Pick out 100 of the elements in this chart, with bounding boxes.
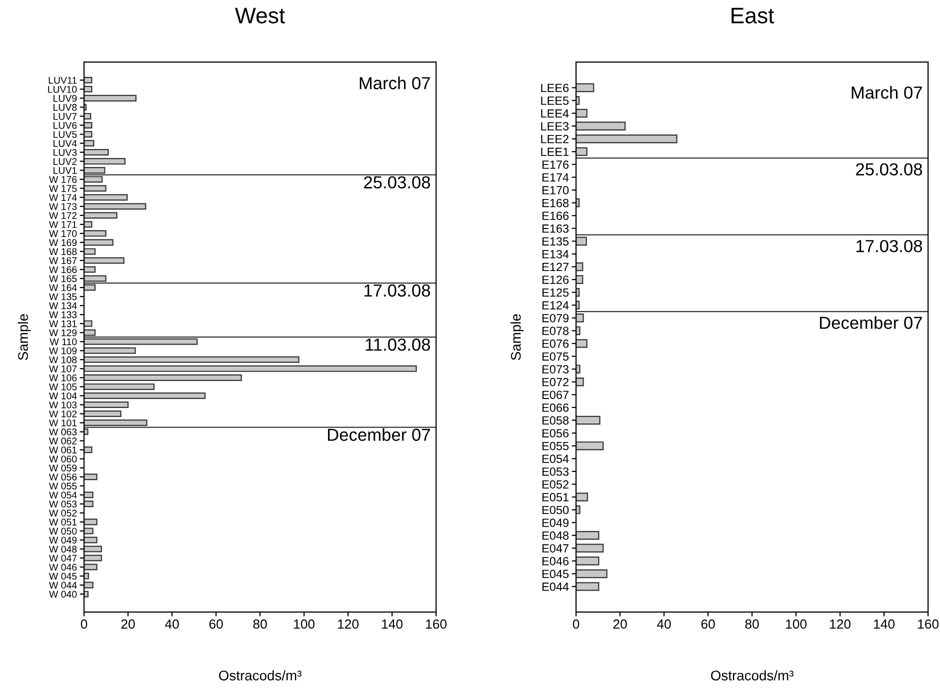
- y-tick-label: E047: [542, 544, 568, 553]
- y-tick-label: LEE4: [541, 109, 569, 118]
- y-tick-label: W 110: [50, 338, 77, 346]
- y-tick-label: E046: [542, 556, 569, 566]
- x-axis-title: Ostracods/m³: [219, 670, 302, 680]
- bar: [576, 326, 580, 336]
- y-tick-label: W 052: [49, 510, 77, 517]
- annotation: March 07: [852, 86, 922, 99]
- y-tick-label: W 044: [49, 582, 77, 589]
- bar: [84, 212, 118, 219]
- bar: [576, 275, 584, 284]
- y-tick-label: E124: [542, 301, 569, 310]
- bar: [84, 474, 98, 480]
- annotation: December 07: [820, 316, 922, 329]
- bar: [84, 392, 206, 399]
- y-tick-label: W 061: [49, 446, 77, 454]
- bar: [576, 416, 600, 425]
- bar: [84, 590, 89, 598]
- y-tick-label: W 109: [49, 347, 77, 354]
- chart-title: West: [235, 8, 285, 24]
- y-tick-label: W 053: [49, 500, 77, 508]
- y-tick-label: E072: [542, 378, 568, 386]
- bar: [84, 86, 92, 92]
- x-tick-label: 160: [426, 619, 447, 629]
- bar: [84, 536, 98, 544]
- bar: [84, 239, 114, 246]
- annotation: March 07: [360, 76, 430, 90]
- y-tick-label: E127: [542, 262, 568, 272]
- y-tick-label: E075: [542, 352, 569, 361]
- y-tick-label: E045: [542, 570, 569, 578]
- bar: [84, 410, 122, 418]
- bar: [84, 347, 136, 354]
- y-tick-label: E170: [542, 186, 569, 194]
- bar: [576, 122, 626, 130]
- y-tick-label: W 166: [49, 266, 77, 274]
- y-tick-label: W 129: [49, 329, 77, 336]
- bar: [84, 185, 106, 192]
- x-tick-label: 140: [874, 619, 895, 629]
- y-tick-label: E126: [542, 276, 569, 284]
- y-tick-label: E135: [542, 237, 569, 246]
- y-tick-label: E067: [542, 390, 568, 400]
- y-tick-label: LUV1: [54, 167, 77, 174]
- y-tick-label: LUV7: [54, 113, 77, 120]
- y-tick-label: W 040: [49, 590, 77, 598]
- bar: [84, 203, 146, 210]
- bar: [84, 492, 94, 498]
- bar: [84, 130, 92, 138]
- x-tick-label: 80: [745, 619, 759, 629]
- bar: [84, 140, 94, 147]
- bar: [84, 374, 242, 381]
- y-tick-label: W 170: [49, 230, 77, 238]
- y-tick-label: E073: [542, 365, 569, 374]
- y-tick-label: W 131: [49, 320, 77, 328]
- bar: [576, 582, 600, 591]
- y-tick-label: E174: [542, 173, 569, 182]
- bar: [84, 401, 129, 408]
- y-tick-label: W 049: [49, 536, 77, 544]
- bar: [84, 266, 96, 273]
- x-tick-label: 20: [613, 619, 627, 629]
- y-tick-label: E052: [542, 480, 568, 489]
- bar: [84, 158, 126, 165]
- y-tick-label: LEE6: [541, 84, 569, 92]
- bar: [576, 377, 584, 386]
- y-tick-label: W 104: [49, 392, 77, 400]
- x-tick-label: 140: [382, 619, 403, 629]
- bar: [84, 221, 92, 228]
- y-axis-title: Sample: [18, 314, 31, 360]
- x-tick-label: 160: [918, 619, 939, 629]
- y-tick-label: E044: [542, 582, 569, 591]
- x-tick-label: 120: [830, 619, 851, 629]
- y-tick-label: W 106: [49, 374, 77, 382]
- y-tick-label: W 168: [49, 248, 77, 256]
- bar: [84, 554, 102, 562]
- y-tick-label: W 167: [49, 257, 77, 264]
- y-tick-label: E054: [542, 454, 569, 464]
- y-tick-label: W 060: [49, 456, 77, 462]
- y-tick-label: W 135: [49, 293, 77, 300]
- y-axis-title: Sample: [510, 314, 524, 360]
- bar: [576, 530, 600, 540]
- bar: [576, 492, 588, 502]
- bar: [84, 149, 109, 156]
- annotation: 17.03.08: [856, 240, 922, 252]
- x-tick-label: 20: [121, 619, 135, 629]
- y-tick-label: W 054: [49, 492, 77, 499]
- x-tick-label: 0: [80, 619, 88, 629]
- bar: [84, 518, 98, 526]
- y-tick-label: E163: [542, 224, 569, 233]
- y-tick-label: E134: [542, 250, 569, 258]
- y-tick-label: E066: [542, 403, 569, 412]
- y-tick-label: LEE5: [541, 96, 569, 105]
- y-tick-label: E048: [542, 531, 569, 540]
- y-tick-label: E050: [542, 506, 569, 514]
- x-tick-label: 40: [165, 619, 179, 629]
- bar: [576, 134, 678, 144]
- annotation: 25.03.08: [856, 163, 922, 176]
- bar: [84, 112, 92, 120]
- bar: [84, 582, 94, 588]
- bar: [84, 528, 94, 534]
- bar: [84, 546, 102, 552]
- bar: [576, 569, 608, 578]
